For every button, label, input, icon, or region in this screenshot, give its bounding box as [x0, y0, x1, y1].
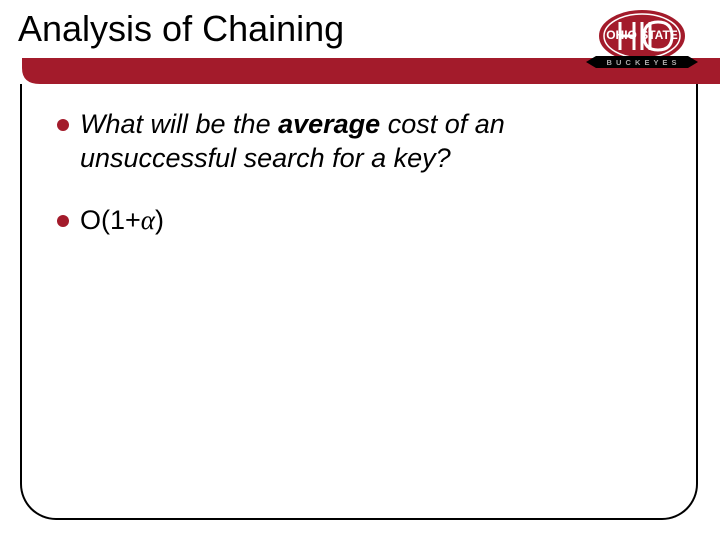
bullet-item: O(1+α): [56, 204, 662, 238]
bullet-text: O(1+α): [80, 204, 662, 238]
bullet-text: What will be the average cost of an unsu…: [80, 108, 662, 176]
ohio-state-logo: OHIO STATE B U C K E Y E S: [582, 6, 702, 82]
content-area: What will be the average cost of an unsu…: [20, 84, 698, 520]
logo-top-text: OHIO STATE: [606, 28, 678, 42]
bullet-icon: [56, 214, 70, 228]
logo-bottom-text: B U C K E Y E S: [607, 58, 678, 67]
bullet-icon: [56, 118, 70, 132]
bullet-item: What will be the average cost of an unsu…: [56, 108, 662, 176]
slide-title: Analysis of Chaining: [18, 8, 344, 50]
